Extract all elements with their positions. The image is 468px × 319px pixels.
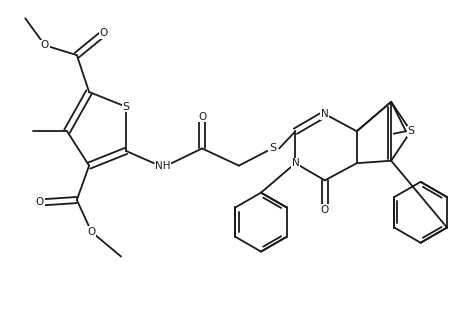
Text: NH: NH	[155, 161, 170, 171]
Text: O: O	[198, 112, 206, 122]
Text: O: O	[321, 205, 329, 215]
Text: S: S	[407, 126, 414, 136]
Text: N: N	[292, 158, 299, 168]
Text: O: O	[41, 40, 49, 50]
Text: S: S	[270, 144, 277, 153]
Text: O: O	[36, 197, 44, 207]
Text: O: O	[88, 227, 95, 237]
Text: S: S	[122, 102, 130, 112]
Text: N: N	[321, 109, 329, 119]
Text: O: O	[100, 28, 108, 38]
